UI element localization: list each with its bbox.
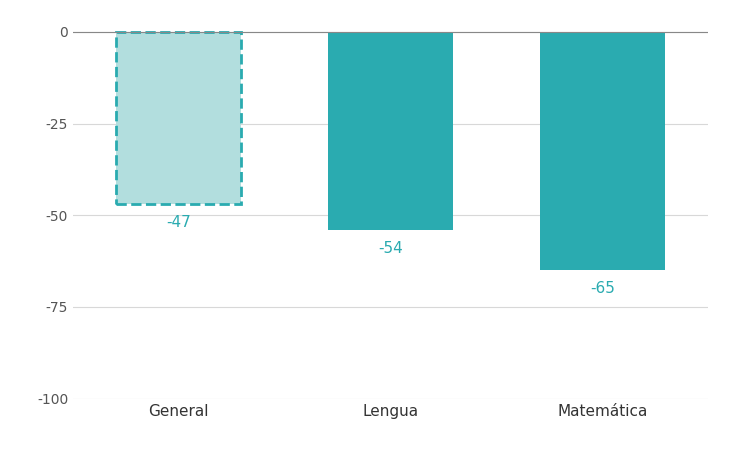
Text: -47: -47 — [166, 215, 191, 230]
Bar — [116, 32, 242, 204]
Text: -54: -54 — [378, 241, 403, 256]
Text: -65: -65 — [590, 281, 615, 296]
Bar — [328, 32, 453, 230]
Bar — [539, 32, 665, 270]
Bar — [116, 32, 242, 204]
